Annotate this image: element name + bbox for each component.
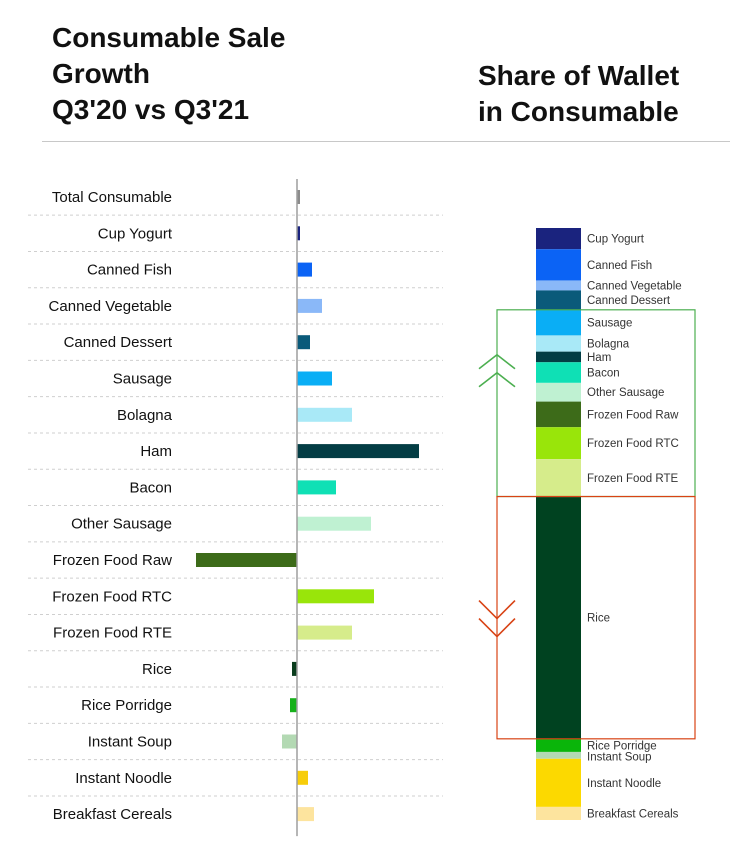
share-label-frozen-food-rte: Frozen Food RTE — [587, 473, 679, 485]
growth-chart-title: Consumable Sale Growth Q3'20 vs Q3'21 — [52, 20, 352, 128]
share-segment-rice-porridge — [536, 738, 581, 752]
chevron-down-icon — [478, 599, 516, 620]
growth-title-line-2: Growth — [52, 58, 150, 89]
share-segment-breakfast-cereals — [536, 806, 581, 820]
growth-bar-sausage — [297, 371, 332, 386]
growth-bar-frozen-food-rtc — [297, 589, 374, 604]
share-segment-frozen-food-rte — [536, 459, 581, 497]
category-label-bolagna: Bolagna — [117, 407, 173, 424]
share-title-line-1: Share of Wallet — [478, 60, 680, 91]
share-label-bolagna: Bolagna — [587, 339, 630, 351]
share-segment-instant-soup — [536, 751, 581, 759]
growth-bar-other-sausage — [297, 516, 371, 531]
share-label-cup-yogurt: Cup Yogurt — [587, 234, 645, 246]
share-segment-bolagna — [536, 335, 581, 352]
share-label-breakfast-cereals: Breakfast Cereals — [587, 808, 679, 820]
share-label-instant-soup: Instant Soup — [587, 751, 652, 763]
growth-bar-cup-yogurt — [297, 226, 300, 241]
share-title-line-2: in Consumable — [478, 96, 679, 127]
growth-bar-breakfast-cereals — [297, 807, 314, 822]
share-label-canned-fish: Canned Fish — [587, 260, 652, 272]
growth-bar-chart: Total Consumable Cup Yogurt Canned Fish Can… — [28, 179, 443, 837]
share-segment-canned-vegetable — [536, 280, 581, 291]
share-label-sausage: Sausage — [587, 318, 632, 330]
category-label-instant-soup: Instant Soup — [88, 734, 172, 751]
header-divider — [42, 141, 730, 142]
share-segment-rice — [536, 496, 581, 739]
category-label-instant-noodle: Instant Noodle — [75, 770, 172, 787]
share-label-canned-vegetable: Canned Vegetable — [587, 280, 682, 292]
share-segment-frozen-food-raw — [536, 401, 581, 428]
share-label-rice: Rice — [587, 613, 610, 625]
category-label-sausage: Sausage — [113, 371, 172, 388]
category-label-rice-porridge: Rice Porridge — [81, 697, 172, 714]
category-label-cup-yogurt: Cup Yogurt — [98, 225, 173, 242]
growth-bar-rice-porridge — [290, 698, 297, 713]
category-label-canned-vegetable: Canned Vegetable — [49, 298, 172, 315]
category-label-total-consumable: Total Consumable — [52, 189, 172, 206]
category-label-frozen-food-raw: Frozen Food Raw — [53, 552, 172, 569]
share-label-instant-noodle: Instant Noodle — [587, 778, 661, 790]
share-chart-title: Share of Wallet in Consumable — [478, 58, 748, 130]
share-segment-frozen-food-rtc — [536, 427, 581, 460]
share-segment-ham — [536, 351, 581, 363]
chevron-down-icon — [478, 617, 516, 638]
category-label-breakfast-cereals: Breakfast Cereals — [53, 806, 172, 823]
share-label-ham: Ham — [587, 352, 611, 364]
growth-bar-canned-fish — [297, 262, 312, 277]
chevron-up-icon — [478, 371, 516, 388]
growth-title-line-3: Q3'20 vs Q3'21 — [52, 94, 250, 125]
growth-bar-frozen-food-rte — [297, 625, 352, 640]
share-label-frozen-food-rtc: Frozen Food RTC — [587, 438, 679, 450]
category-label-other-sausage: Other Sausage — [71, 516, 172, 533]
growth-title-line-1: Consumable Sale — [52, 22, 286, 53]
share-label-canned-dessert: Canned Dessert — [587, 295, 671, 307]
category-label-canned-fish: Canned Fish — [87, 262, 172, 279]
share-label-bacon: Bacon — [587, 368, 620, 380]
share-stacked-bar-chart: Cup Yogurt Canned Fish Canned Vegetable Can… — [478, 228, 696, 820]
chevron-up-icon — [478, 353, 516, 370]
share-label-frozen-food-raw: Frozen Food Raw — [587, 409, 679, 421]
growth-bar-bolagna — [297, 407, 352, 422]
category-label-rice: Rice — [142, 661, 172, 678]
growth-bar-frozen-food-raw — [196, 553, 297, 567]
share-segment-sausage — [536, 309, 581, 336]
growth-bar-ham — [297, 444, 419, 459]
category-label-canned-dessert: Canned Dessert — [64, 334, 173, 351]
share-segment-other-sausage — [536, 382, 581, 402]
growth-bar-canned-vegetable — [297, 298, 322, 313]
growth-bar-rice — [292, 661, 297, 676]
share-label-rice-porridge: Rice Porridge — [587, 740, 657, 752]
growth-bar-total-consumable — [297, 190, 300, 204]
growth-bar-canned-dessert — [297, 335, 310, 350]
share-label-other-sausage: Other Sausage — [587, 387, 664, 399]
category-label-ham: Ham — [140, 443, 172, 460]
share-segment-canned-fish — [536, 249, 581, 281]
share-segment-canned-dessert — [536, 290, 581, 310]
category-label-frozen-food-rte: Frozen Food RTE — [53, 625, 172, 642]
category-label-frozen-food-rtc: Frozen Food RTC — [52, 588, 172, 605]
category-label-bacon: Bacon — [129, 479, 172, 496]
growth-bar-instant-soup — [282, 734, 297, 749]
share-segment-bacon — [536, 362, 581, 383]
share-segment-cup-yogurt — [536, 228, 581, 250]
growth-bar-instant-noodle — [297, 770, 308, 785]
growth-bar-bacon — [297, 480, 336, 495]
share-segment-instant-noodle — [536, 758, 581, 807]
